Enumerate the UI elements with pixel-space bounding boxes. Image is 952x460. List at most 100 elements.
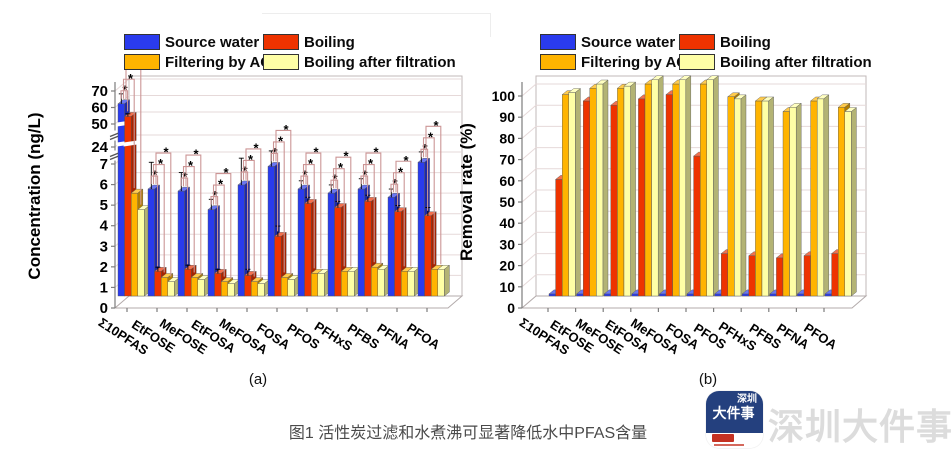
significance-bracket: [302, 163, 315, 269]
legend-label: Source water: [165, 34, 260, 51]
bar-Boiling: [184, 269, 192, 297]
significance-asterisk: *: [278, 133, 284, 148]
significance-bracket: [185, 154, 202, 275]
y-tick-label: 90: [499, 109, 515, 125]
bar-group-FOSA: [686, 75, 719, 297]
y-tick-label: 40: [499, 215, 515, 231]
bar-Filtering-by-AC: [782, 111, 790, 297]
legend-swatch: [124, 54, 160, 70]
y-tick-label: 4: [100, 218, 109, 235]
significance-bracket: [215, 173, 232, 279]
panel-label-a: (a): [248, 371, 268, 388]
significance-bracket: [122, 78, 135, 189]
bar-Filtering-by-AC: [838, 107, 846, 297]
legend-swatch: [263, 54, 299, 70]
significance-bracket: [300, 175, 309, 199]
logo-text-line1: 深圳: [737, 394, 757, 405]
screenshot-artifact-line-v: [490, 13, 491, 37]
significance-bracket: [155, 152, 172, 277]
bar-Source-water: [117, 103, 125, 297]
legend-label: Boiling after filtration: [720, 54, 872, 71]
y-tick-label: 0: [100, 300, 108, 317]
y-axis-title-b: Removal rate (%): [457, 123, 476, 261]
legend-swatch: [540, 54, 576, 70]
significance-bracket: [180, 177, 189, 265]
bar-Boiling: [803, 255, 811, 297]
bar-Boiling: [364, 201, 372, 297]
bar-Filtering-by-AC: [371, 267, 379, 297]
x-category-label: PFOA: [404, 320, 443, 353]
bar-Source-water: [797, 293, 805, 297]
y-tick-label: 80: [499, 130, 515, 146]
bar-group-PFOA: [417, 151, 450, 297]
chart-(b): 0102030405060708090100Σ10PFASEtFOSEMeFOS…: [492, 75, 868, 358]
legend-swatch: [263, 34, 299, 50]
x-category-label: PFOA: [801, 320, 840, 353]
significance-asterisk: *: [313, 145, 319, 160]
bar-Boiling: [610, 104, 618, 297]
bar-Boiling-after-filtration: [734, 98, 742, 297]
bar-Source-water: [237, 184, 245, 297]
bar-group-MeFOSA: [658, 75, 692, 297]
significance-asterisk: *: [368, 156, 374, 171]
significance-asterisk: *: [343, 149, 349, 164]
significance-bracket: [240, 171, 249, 271]
bar-group-PFHxS: [741, 96, 775, 297]
bar-Boiling-after-filtration: [197, 279, 205, 297]
plot-floor: [113, 295, 464, 309]
significance-bracket: [332, 168, 345, 267]
bar-Boiling-after-filtration: [287, 279, 295, 297]
bar-Source-water: [357, 188, 365, 297]
legend-label: Filtering by AC: [581, 54, 688, 71]
significance-asterisk: *: [428, 129, 434, 144]
significance-bracket: [425, 125, 442, 265]
bar-Filtering-by-AC: [130, 192, 138, 297]
bar-group-Σ10PFAS: [117, 93, 150, 297]
watermark-text: 深圳大件事: [768, 406, 952, 447]
bar-Source-water: [659, 293, 667, 297]
significance-bracket: [272, 141, 285, 273]
bar-group-MeFOSE: [177, 172, 210, 297]
significance-bracket: [362, 163, 375, 263]
significance-asterisk: *: [433, 118, 439, 133]
bar-Boiling: [748, 255, 756, 297]
logo-blue-area: 深圳 大件事: [706, 391, 763, 433]
bar-Source-water: [824, 293, 832, 297]
screenshot-artifact-line-h: [262, 13, 490, 14]
significance-asterisk: *: [163, 145, 169, 160]
y-tick-label: 7: [100, 156, 108, 173]
shenzhen-dajianshi-logo: 深圳 大件事: [706, 391, 763, 448]
y-tick-label: 24: [91, 139, 108, 156]
legend-label: Source water: [581, 34, 676, 51]
bar-group-PFNA: [796, 94, 830, 297]
logo-white-strip: [706, 433, 763, 448]
y-tick-label: 5: [100, 197, 108, 214]
y-tick-label: 60: [91, 100, 108, 117]
bar-Boiling: [304, 203, 312, 297]
legend-chart-b: Source water Boiling Filtering by AC Boilin…: [534, 31, 952, 77]
x-category-label: PFNA: [375, 320, 413, 352]
bar-Boiling-after-filtration: [596, 83, 604, 297]
bar-Source-water: [631, 293, 639, 297]
bar-Boiling-after-filtration: [317, 273, 325, 297]
bar-Boiling-after-filtration: [347, 271, 355, 297]
chart-(a): 0123456724506070***Σ10PFAS***EtFOSE***Me…: [91, 59, 464, 358]
significance-bracket: [390, 183, 399, 207]
bar-Boiling: [555, 179, 563, 297]
y-tick-label: 20: [499, 258, 515, 274]
significance-asterisk: *: [218, 177, 224, 192]
bar-Source-water: [387, 197, 395, 297]
significance-bracket: [395, 160, 412, 267]
bar-Filtering-by-AC: [431, 269, 439, 297]
significance-asterisk: *: [158, 156, 164, 171]
bar-Filtering-by-AC: [617, 88, 625, 297]
bar-Filtering-by-AC: [311, 273, 319, 297]
bar-Filtering-by-AC: [401, 271, 409, 297]
bar-Boiling: [831, 253, 839, 297]
y-tick-label: 50: [499, 194, 515, 210]
bar-Source-water: [297, 188, 305, 297]
y-tick-label: 10: [499, 279, 515, 295]
significance-asterisk: *: [283, 122, 289, 137]
bar-Filtering-by-AC: [250, 281, 258, 297]
